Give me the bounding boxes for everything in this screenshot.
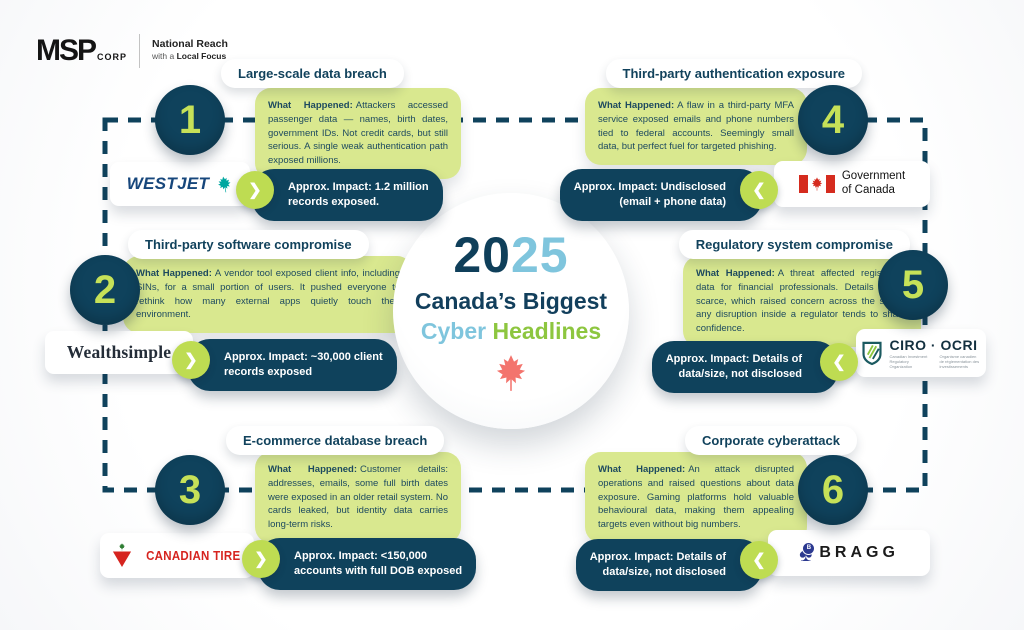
brand-tagline: National Reach with a Local Focus bbox=[152, 38, 228, 64]
chevron-left-icon: ❮ bbox=[740, 171, 778, 209]
msp-logo-suffix: CORP bbox=[97, 52, 128, 62]
center-medallion: 2025 Canada’s Biggest Cyber Headlines bbox=[393, 193, 629, 429]
what-happened-label: What Happened: bbox=[268, 100, 353, 111]
canada-flag-icon bbox=[798, 175, 835, 193]
item6-number-badge: 6 bbox=[798, 455, 868, 525]
item1-title: Large-scale data breach bbox=[221, 59, 404, 88]
canadian-tire-logo: CANADIAN TIRE bbox=[100, 533, 254, 578]
westjet-logo: WESTJET bbox=[110, 162, 250, 206]
wealthsimple-logo: Wealthsimple bbox=[45, 331, 193, 374]
westjet-logo-text: WESTJET bbox=[126, 174, 210, 193]
item3-title: E-commerce database breach bbox=[226, 426, 445, 455]
chevron-right-icon: ❯ bbox=[242, 540, 280, 578]
chevron-right-icon: ❯ bbox=[172, 341, 210, 379]
maple-leaf-icon bbox=[492, 354, 530, 392]
item2-number-badge: 2 bbox=[70, 255, 140, 325]
item3-description-box: What Happened: Customer details: addresse… bbox=[255, 452, 461, 543]
item5-title: Regulatory system compromise bbox=[678, 230, 910, 259]
item6-title: Corporate cyberattack bbox=[685, 426, 857, 455]
item1-description: Attackers accessed passenger data — name… bbox=[268, 100, 448, 167]
item1-number-badge: 1 bbox=[155, 85, 225, 155]
wealthsimple-logo-text: Wealthsimple bbox=[66, 342, 172, 362]
item5-number-badge: 5 bbox=[878, 250, 948, 320]
item3-number-badge: 3 bbox=[155, 455, 225, 525]
item1-impact-pill: Approx. Impact: 1.2 million records expo… bbox=[252, 169, 443, 221]
ciro-shield-icon bbox=[861, 341, 882, 366]
bragg-spade-icon: ♠B bbox=[799, 540, 816, 566]
item5-description: A threat affected registration data for … bbox=[696, 268, 908, 335]
bragg-logo: ♠B BRAGG bbox=[768, 530, 930, 576]
government-of-canada-text: Government of Canada bbox=[841, 170, 906, 196]
item2-description: A vendor tool exposed client info, inclu… bbox=[136, 268, 400, 321]
tagline-line2: with a Local Focus bbox=[152, 51, 227, 62]
ciro-subtext: Canadian Investment Regulatory Organizat… bbox=[889, 353, 980, 369]
item3-description: Customer details: addresses, emails, som… bbox=[268, 464, 448, 531]
government-of-canada-logo: Government of Canada bbox=[774, 161, 930, 207]
bragg-badge: B bbox=[802, 541, 816, 555]
item4-description: A flaw in a third-party MFA service expo… bbox=[598, 100, 794, 153]
brand-header: MSP CORP National Reach with a Local Focu… bbox=[36, 34, 228, 68]
canadian-tire-logo-text: CANADIAN TIRE bbox=[146, 548, 241, 563]
what-happened-label: What Happened: bbox=[598, 464, 686, 475]
center-title-line2: Cyber Headlines bbox=[420, 317, 602, 344]
item2-impact-pill: Approx. Impact: ~30,000 client records e… bbox=[188, 339, 397, 391]
item6-description-box: What Happened: An attack disrupted operat… bbox=[585, 452, 807, 543]
item1-description-box: What Happened: Attackers accessed passeng… bbox=[255, 88, 461, 179]
center-title-line1: Canada’s Biggest bbox=[414, 288, 608, 315]
item2-title: Third-party software compromise bbox=[128, 230, 369, 259]
year-heading: 2025 bbox=[453, 227, 569, 284]
ciro-ocri-logo: CIRO · OCRI Canadian Investment Regulato… bbox=[856, 329, 986, 377]
item3-impact-pill: Approx. Impact: <150,000 accounts with f… bbox=[258, 538, 477, 590]
chevron-right-icon: ❯ bbox=[236, 171, 274, 209]
bragg-logo-text: BRAGG bbox=[819, 544, 899, 561]
what-happened-label: What Happened: bbox=[136, 268, 212, 279]
ciro-ocri-text: CIRO · OCRI bbox=[889, 336, 978, 353]
westjet-maple-leaf-icon bbox=[215, 174, 235, 194]
item4-title: Third-party authentication exposure bbox=[605, 59, 862, 88]
msp-corp-logo: MSP CORP bbox=[36, 36, 127, 66]
item4-number-badge: 4 bbox=[798, 85, 868, 155]
brand-divider bbox=[139, 34, 141, 68]
what-happened-label: What Happened: bbox=[598, 100, 675, 111]
ciro-ocri-wordmark: CIRO · OCRI Canadian Investment Regulato… bbox=[890, 338, 982, 369]
chevron-left-icon: ❮ bbox=[740, 541, 778, 579]
item4-impact-pill: Approx. Impact: Undisclosed (email + pho… bbox=[559, 169, 762, 221]
item4-description-box: What Happened: A flaw in a third-party MF… bbox=[585, 88, 807, 166]
chevron-left-icon: ❮ bbox=[820, 343, 858, 381]
what-happened-label: What Happened: bbox=[696, 268, 775, 279]
what-happened-label: What Happened: bbox=[268, 464, 358, 475]
canadian-tire-triangle-icon bbox=[113, 542, 132, 567]
item6-impact-pill: Approx. Impact: Details of data/size, no… bbox=[575, 539, 762, 591]
tagline-line1: National Reach bbox=[152, 38, 228, 51]
msp-logo-text: MSP bbox=[36, 34, 97, 67]
item5-impact-pill: Approx. Impact: Details of data/size, no… bbox=[651, 341, 838, 393]
item2-description-box: What Happened: A vendor tool exposed clie… bbox=[123, 256, 413, 334]
item6-description: An attack disrupted operations and raise… bbox=[598, 464, 794, 531]
